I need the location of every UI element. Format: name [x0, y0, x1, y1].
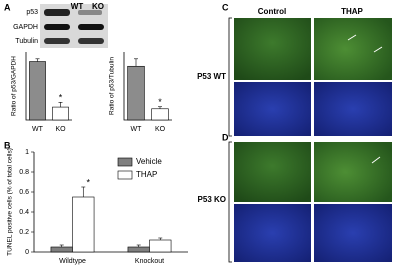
bar — [29, 61, 46, 121]
row-label: P53 KO — [198, 195, 226, 204]
y-axis-label: TUNEL positive cells (% of total cells) — [7, 148, 14, 256]
row-label: p53 — [26, 9, 38, 16]
legend-swatch — [117, 170, 133, 180]
image — [234, 204, 311, 262]
bar — [127, 246, 150, 253]
band — [78, 24, 104, 30]
y-tick-label: 0.2 — [19, 229, 29, 236]
x-tick-label: Wildtype — [59, 258, 86, 265]
row-label: P53 WT — [197, 72, 226, 81]
image — [314, 82, 392, 136]
band — [78, 38, 104, 44]
y-axis-label: Ratio of p53/Tubulin — [109, 57, 116, 115]
band — [44, 9, 70, 16]
column-label: Control — [258, 7, 286, 16]
x-tick-label: WT — [131, 126, 143, 133]
lane-label: KO — [92, 2, 104, 11]
lane-label: WT — [71, 2, 84, 11]
panel-label: B — [4, 140, 11, 150]
band — [78, 10, 102, 15]
image — [314, 204, 392, 262]
y-tick-label: 1 — [25, 149, 29, 156]
y-tick-label: 0 — [25, 249, 29, 256]
image — [234, 142, 311, 202]
legend-swatch — [117, 157, 133, 167]
image — [314, 18, 392, 80]
panel-label: A — [4, 2, 11, 12]
x-tick-label: WT — [32, 126, 44, 133]
bar — [72, 196, 95, 253]
arrows — [347, 34, 383, 164]
image — [314, 142, 392, 202]
y-tick-label: 0.6 — [19, 189, 29, 196]
bar — [151, 108, 169, 121]
image — [234, 18, 311, 80]
x-tick-label: KO — [55, 126, 66, 133]
bar — [127, 65, 145, 121]
annotation: * — [87, 177, 91, 187]
band — [44, 38, 70, 44]
row-label: GAPDH — [13, 24, 38, 31]
image — [234, 82, 311, 136]
x-tick-label: Knockout — [135, 258, 164, 265]
bar — [149, 239, 172, 253]
annotation: * — [158, 97, 162, 107]
annotation: * — [59, 93, 63, 103]
y-tick-label: 0.8 — [19, 169, 29, 176]
band — [44, 24, 70, 30]
panel-label: C — [222, 2, 229, 12]
axis — [33, 152, 188, 253]
x-tick-label: KO — [155, 126, 166, 133]
y-axis-label: Ratio of p53/GAPDH — [11, 56, 18, 116]
legend-label: Vehicle — [136, 157, 162, 166]
panel-label: D — [222, 132, 229, 142]
column-label: THAP — [341, 7, 363, 16]
bar — [50, 246, 73, 253]
y-tick-label: 0.4 — [19, 209, 29, 216]
bracket — [228, 17, 232, 263]
bar — [52, 106, 69, 121]
row-label: Tubulin — [15, 38, 38, 45]
legend-label: THAP — [136, 170, 157, 179]
